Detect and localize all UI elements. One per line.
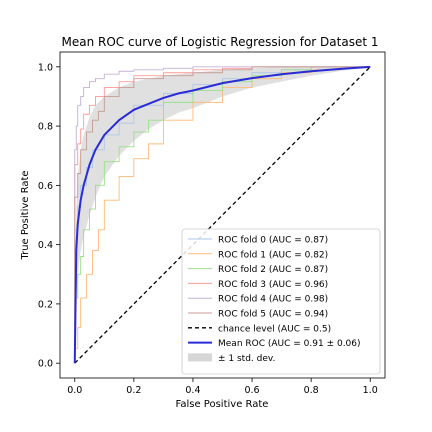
legend-label: ± 1 std. dev. [218, 354, 275, 364]
roc-fold-5-line [74, 66, 371, 364]
legend-label: ROC fold 3 (AUC = 0.96) [218, 280, 328, 290]
x-tick-label: 0.6 [244, 385, 259, 396]
roc-fold-1-line [74, 66, 371, 364]
x-tick-label: 0.8 [304, 385, 319, 396]
roc-fold-3-line [74, 66, 371, 364]
roc-fold-4-line [74, 66, 371, 364]
y-tick-label: 0.0 [38, 359, 53, 370]
legend-label: ROC fold 4 (AUC = 0.98) [218, 295, 328, 305]
plot-area [73, 65, 371, 364]
legend-box [181, 228, 381, 375]
y-axis: 0.0 0.2 0.4 0.6 0.8 1.0 [38, 62, 60, 370]
y-tick-label: 1.0 [38, 62, 53, 73]
y-tick-label: 0.8 [38, 122, 53, 133]
x-tick-label: 1.0 [363, 385, 378, 396]
y-tick-label: 0.2 [38, 299, 53, 310]
legend-label: ROC fold 0 (AUC = 0.87) [218, 236, 328, 246]
x-tick-label: 0.0 [67, 385, 82, 396]
legend-label: chance level (AUC = 0.5) [218, 324, 331, 334]
mean-roc-line [73, 65, 371, 364]
x-axis-label: False Positive Rate [176, 399, 269, 410]
legend-swatch [188, 353, 212, 362]
legend-label: ROC fold 5 (AUC = 0.94) [218, 310, 328, 320]
x-axis: 0.0 0.2 0.4 0.6 0.8 1.0 [67, 378, 378, 396]
axes-frame [59, 51, 386, 379]
legend: ROC fold 0 (AUC = 0.87) ROC fold 1 (AUC =… [181, 228, 381, 375]
legend-label: ROC fold 2 (AUC = 0.87) [218, 265, 328, 275]
legend-label: ROC fold 1 (AUC = 0.82) [218, 250, 328, 260]
legend-label: Mean ROC (AUC = 0.91 ± 0.06) [218, 339, 361, 349]
y-tick-label: 0.6 [38, 181, 53, 192]
x-tick-label: 0.4 [185, 385, 200, 396]
chart-title: Mean ROC curve of Logistic Regression fo… [62, 35, 379, 49]
x-tick-label: 0.2 [126, 385, 141, 396]
y-axis-label: True Positive Rate [20, 170, 31, 260]
y-tick-label: 0.4 [38, 240, 53, 251]
